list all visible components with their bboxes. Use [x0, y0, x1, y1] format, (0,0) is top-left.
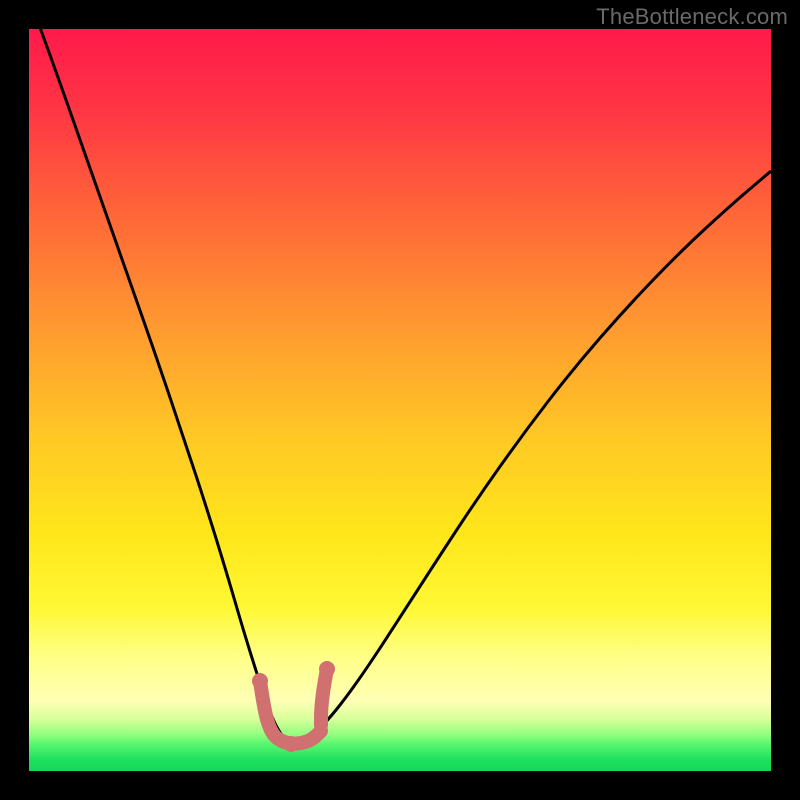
highlight-marker-dot — [283, 736, 299, 752]
chart-curve-layer — [29, 29, 771, 771]
highlight-marker-dot — [319, 661, 335, 677]
chart-plot-area — [29, 29, 771, 771]
highlight-marker — [252, 661, 335, 752]
highlight-marker-segment — [260, 681, 321, 744]
highlight-marker-dot — [252, 673, 268, 689]
bottleneck-curve — [29, 29, 771, 741]
highlight-marker-segment — [321, 669, 327, 725]
watermark-text: TheBottleneck.com — [596, 4, 788, 30]
